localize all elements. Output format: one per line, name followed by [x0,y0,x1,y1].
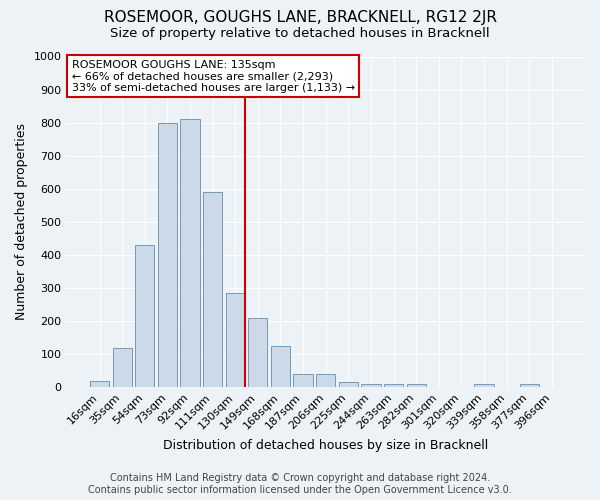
Text: ROSEMOOR, GOUGHS LANE, BRACKNELL, RG12 2JR: ROSEMOOR, GOUGHS LANE, BRACKNELL, RG12 2… [104,10,497,25]
Bar [203,192,222,388]
Bar [271,346,290,388]
Bar [407,384,426,388]
Bar [135,245,154,388]
Bar [90,382,109,388]
Bar [339,382,358,388]
Y-axis label: Number of detached properties: Number of detached properties [15,124,28,320]
Bar [158,122,177,388]
Bar [361,384,380,388]
Bar [248,318,268,388]
Bar [316,374,335,388]
Bar [113,348,132,388]
Bar [181,120,200,388]
Bar [293,374,313,388]
Bar [520,384,539,388]
Text: Contains HM Land Registry data © Crown copyright and database right 2024.
Contai: Contains HM Land Registry data © Crown c… [88,474,512,495]
X-axis label: Distribution of detached houses by size in Bracknell: Distribution of detached houses by size … [163,440,488,452]
Bar [226,293,245,388]
Bar [475,384,494,388]
Bar [384,384,403,388]
Text: Size of property relative to detached houses in Bracknell: Size of property relative to detached ho… [110,28,490,40]
Text: ROSEMOOR GOUGHS LANE: 135sqm
← 66% of detached houses are smaller (2,293)
33% of: ROSEMOOR GOUGHS LANE: 135sqm ← 66% of de… [71,60,355,93]
